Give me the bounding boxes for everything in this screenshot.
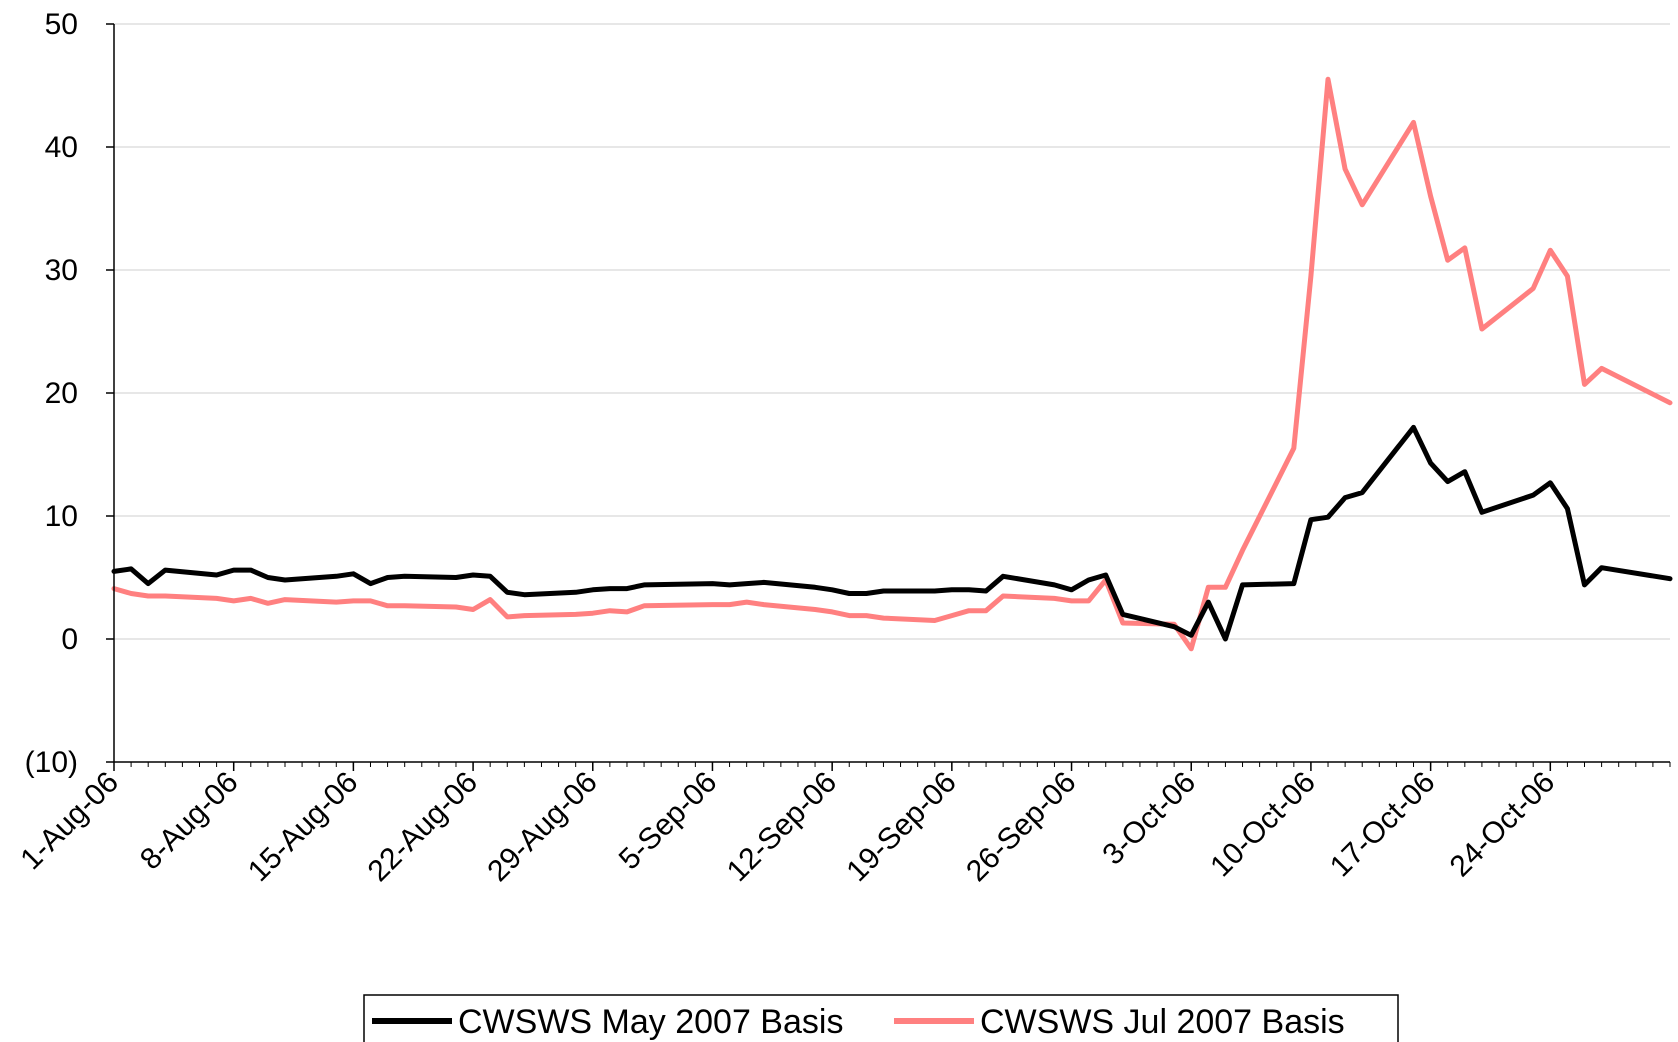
legend-label-jul-2007: CWSWS Jul 2007 Basis [980,1003,1345,1041]
y-tick-label-10: (10) [25,746,78,779]
x-tick-label-10-oct-06: 10-Oct-06 [1204,766,1322,884]
series-line-cwsws-jul-2007-basis [111,76,1673,652]
gridlines [114,23,1670,640]
legend-box [363,994,1399,1042]
x-tick-label-12-sep-06: 12-Sep-06 [721,766,843,888]
x-tick-label-29-aug-06: 29-Aug-06 [481,766,603,888]
series-line-cwsws-may-2007-basis [111,424,1673,642]
y-tick-label-10: 10 [45,500,78,533]
y-tick-label-50: 50 [45,8,78,41]
y-tick-label-0: 0 [61,623,78,656]
y-axis-ticks: 50 40 30 20 10 0 (10) [25,8,114,779]
x-tick-label-17-oct-06: 17-Oct-06 [1324,766,1442,884]
y-tick-label-30: 30 [45,254,78,287]
x-tick-label-5-sep-06: 5-Sep-06 [613,766,724,877]
series-lines [111,76,1673,652]
x-tick-label-26-sep-06: 26-Sep-06 [960,766,1082,888]
x-tick-label-22-aug-06: 22-Aug-06 [362,766,484,888]
x-tick-label-19-sep-06: 19-Sep-06 [840,766,962,888]
y-tick-label-20: 20 [45,377,78,410]
x-tick-label-1-aug-06: 1-Aug-06 [14,766,125,877]
legend-label-may-2007: CWSWS May 2007 Basis [458,1003,843,1041]
y-tick-label-40: 40 [45,131,78,164]
x-tick-label-3-oct-06: 3-Oct-06 [1096,766,1202,872]
x-tick-label-15-aug-06: 15-Aug-06 [242,766,364,888]
legend: CWSWS May 2007 Basis CWSWS Jul 2007 Basi… [363,994,1399,1042]
x-tick-label-8-aug-06: 8-Aug-06 [134,766,245,877]
x-axis-ticks: 1-Aug-06 8-Aug-0615-Aug-0622-Aug-0629-Aug… [14,762,1671,888]
x-tick-label-24-oct-06: 24-Oct-06 [1444,766,1562,884]
